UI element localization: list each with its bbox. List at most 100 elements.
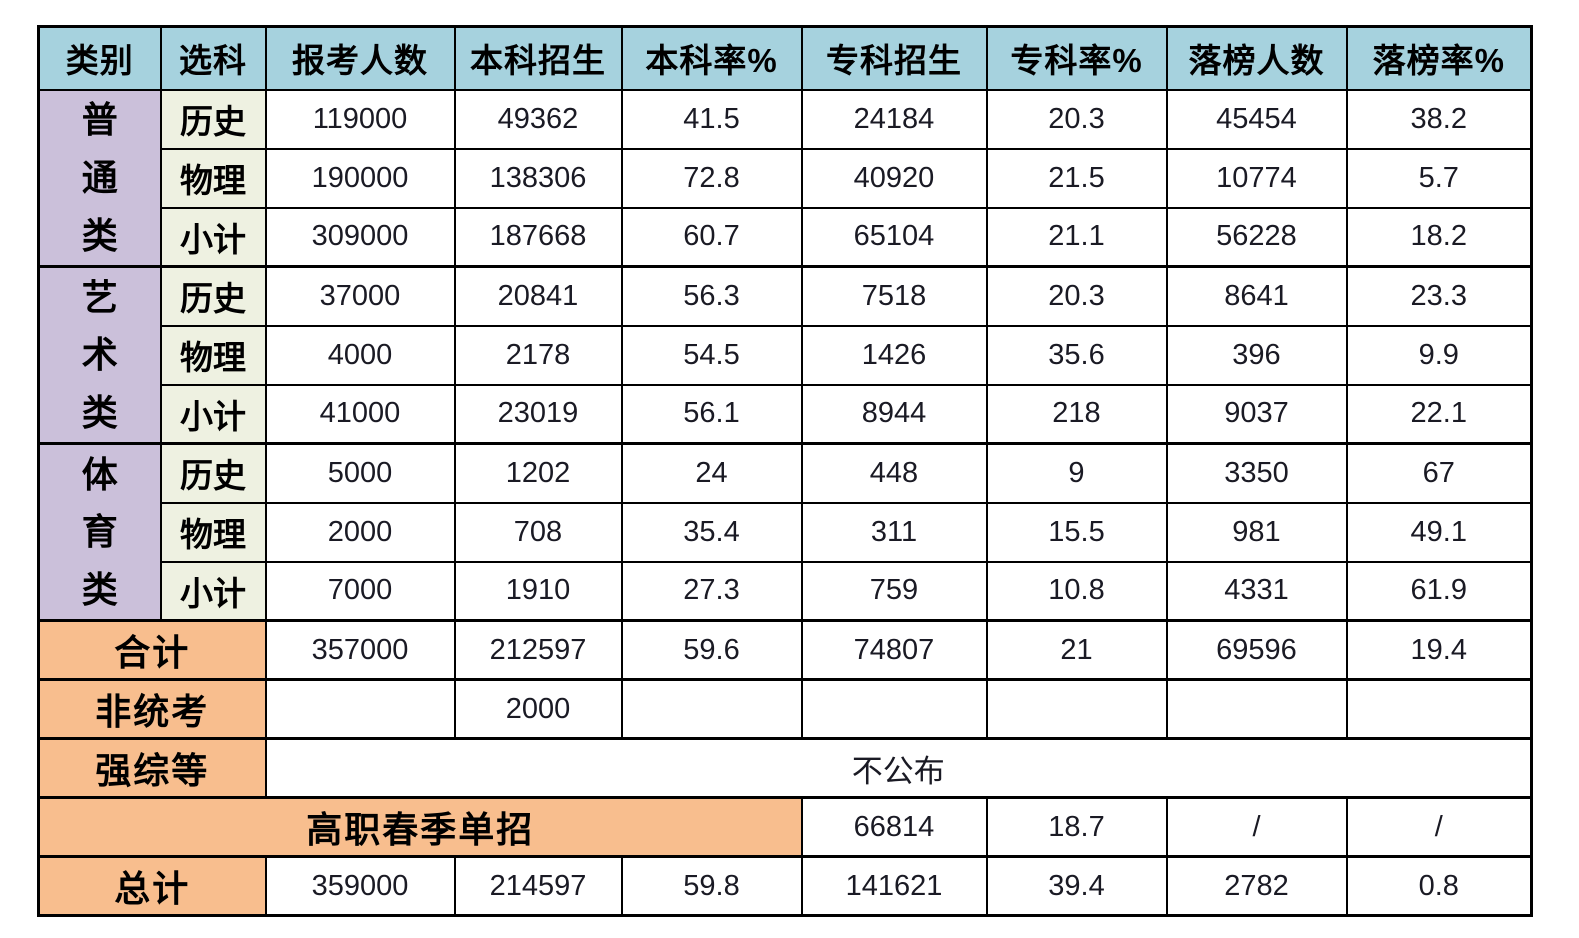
value-cell: 396 bbox=[1165, 324, 1348, 386]
summary-row-non-unified: 非统考 2000 bbox=[37, 678, 1533, 740]
subject-cell: 历史 bbox=[159, 88, 267, 150]
table-row: 体育类 历史 5000 1202 24 448 9 3350 67 bbox=[37, 442, 1533, 622]
value-cell: 49.1 bbox=[1345, 501, 1533, 563]
value-cell: 119000 bbox=[264, 88, 456, 150]
header-category: 类别 bbox=[37, 25, 162, 91]
header-applicants: 报考人数 bbox=[264, 25, 456, 91]
value-cell: 2782 bbox=[1165, 855, 1348, 917]
value-cell bbox=[264, 678, 456, 740]
header-subject: 选科 bbox=[159, 25, 267, 91]
value-cell: 56.3 bbox=[620, 265, 803, 327]
table-row: 小计 7000 1910 27.3 759 10.8 4331 61.9 bbox=[39, 560, 1533, 622]
table-row: 物理 4000 2178 54.5 1426 35.6 396 9.9 bbox=[39, 324, 1533, 386]
header-failed-rate: 落榜率% bbox=[1345, 25, 1533, 91]
value-cell: 40920 bbox=[800, 147, 988, 209]
value-cell: 190000 bbox=[264, 147, 456, 209]
value-cell: 56.1 bbox=[620, 383, 803, 445]
value-cell: 9037 bbox=[1165, 383, 1348, 445]
value-cell: 41000 bbox=[264, 383, 456, 445]
subject-cell: 物理 bbox=[159, 147, 267, 209]
summary-label-total: 合计 bbox=[37, 619, 267, 681]
table-row: 物理 190000 138306 72.8 40920 21.5 10774 5… bbox=[39, 147, 1533, 209]
summary-label-strong-comprehensive: 强综等 bbox=[37, 737, 267, 799]
value-cell: 66814 bbox=[800, 796, 988, 858]
value-cell: 35.6 bbox=[985, 324, 1168, 386]
value-cell: 4331 bbox=[1165, 560, 1348, 622]
value-cell: 10774 bbox=[1165, 147, 1348, 209]
value-cell: 1202 bbox=[453, 442, 623, 504]
category-cell-ordinary: 普通类 bbox=[37, 88, 162, 268]
category-cell-art: 艺术类 bbox=[37, 265, 162, 445]
value-cell: 3350 bbox=[1165, 442, 1348, 504]
value-cell: 21 bbox=[985, 619, 1168, 681]
value-cell bbox=[985, 678, 1168, 740]
summary-row-strong-comprehensive: 强综等 不公布 bbox=[37, 737, 1533, 799]
header-failed-count: 落榜人数 bbox=[1165, 25, 1348, 91]
value-cell: 1910 bbox=[453, 560, 623, 622]
subject-cell: 物理 bbox=[159, 501, 267, 563]
summary-row-total: 合计 357000 212597 59.6 74807 21 69596 19.… bbox=[37, 619, 1533, 681]
value-cell: 24 bbox=[620, 442, 803, 504]
value-cell: 4000 bbox=[264, 324, 456, 386]
value-cell: 981 bbox=[1165, 501, 1348, 563]
value-cell: 22.1 bbox=[1345, 383, 1533, 445]
value-cell: 23019 bbox=[453, 383, 623, 445]
value-cell: 708 bbox=[453, 501, 623, 563]
value-cell bbox=[1345, 678, 1533, 740]
value-cell: 7000 bbox=[264, 560, 456, 622]
value-cell: 21.1 bbox=[985, 206, 1168, 268]
value-cell: 5000 bbox=[264, 442, 456, 504]
summary-label-grand-total: 总计 bbox=[37, 855, 267, 917]
value-cell: 23.3 bbox=[1345, 265, 1533, 327]
header-undergrad-rate: 本科率% bbox=[620, 25, 803, 91]
value-cell: 311 bbox=[800, 501, 988, 563]
value-cell: 2178 bbox=[453, 324, 623, 386]
subject-cell: 物理 bbox=[159, 324, 267, 386]
not-published-cell: 不公布 bbox=[264, 737, 1533, 799]
value-cell: 9.9 bbox=[1345, 324, 1533, 386]
value-cell: 1426 bbox=[800, 324, 988, 386]
value-cell: 9 bbox=[985, 442, 1168, 504]
value-cell: 21.5 bbox=[985, 147, 1168, 209]
value-cell: / bbox=[1165, 796, 1348, 858]
value-cell: 214597 bbox=[453, 855, 623, 917]
value-cell: 10.8 bbox=[985, 560, 1168, 622]
table-row: 普通类 历史 119000 49362 41.5 24184 20.3 4545… bbox=[37, 88, 1533, 268]
value-cell: 218 bbox=[985, 383, 1168, 445]
value-cell: 5.7 bbox=[1345, 147, 1533, 209]
value-cell: 54.5 bbox=[620, 324, 803, 386]
value-cell: 20.3 bbox=[985, 88, 1168, 150]
value-cell: 141621 bbox=[800, 855, 988, 917]
value-cell bbox=[1165, 678, 1348, 740]
summary-label-vocational-spring: 高职春季单招 bbox=[37, 796, 803, 858]
value-cell: 8641 bbox=[1165, 265, 1348, 327]
table-row: 小计 309000 187668 60.7 65104 21.1 56228 1… bbox=[39, 206, 1533, 268]
value-cell: 37000 bbox=[264, 265, 456, 327]
value-cell: 309000 bbox=[264, 206, 456, 268]
value-cell: 15.5 bbox=[985, 501, 1168, 563]
value-cell: 61.9 bbox=[1345, 560, 1533, 622]
value-cell: 41.5 bbox=[620, 88, 803, 150]
value-cell: 8944 bbox=[800, 383, 988, 445]
summary-label-non-unified: 非统考 bbox=[37, 678, 267, 740]
value-cell: 448 bbox=[800, 442, 988, 504]
table-row: 艺术类 历史 37000 20841 56.3 7518 20.3 8641 2… bbox=[37, 265, 1533, 445]
value-cell: 138306 bbox=[453, 147, 623, 209]
value-cell: 27.3 bbox=[620, 560, 803, 622]
subject-cell: 历史 bbox=[159, 265, 267, 327]
value-cell: 2000 bbox=[264, 501, 456, 563]
value-cell: 39.4 bbox=[985, 855, 1168, 917]
header-college-admitted: 专科招生 bbox=[800, 25, 988, 91]
value-cell: 35.4 bbox=[620, 501, 803, 563]
header-undergrad-admitted: 本科招生 bbox=[453, 25, 623, 91]
value-cell: 65104 bbox=[800, 206, 988, 268]
value-cell: 49362 bbox=[453, 88, 623, 150]
summary-row-vocational-spring: 高职春季单招 66814 18.7 / / bbox=[37, 796, 1533, 858]
table-row: 小计 41000 23019 56.1 8944 218 9037 22.1 bbox=[39, 383, 1533, 445]
value-cell bbox=[800, 678, 988, 740]
value-cell bbox=[620, 678, 803, 740]
value-cell: 59.6 bbox=[620, 619, 803, 681]
value-cell: 24184 bbox=[800, 88, 988, 150]
value-cell: 67 bbox=[1345, 442, 1533, 504]
